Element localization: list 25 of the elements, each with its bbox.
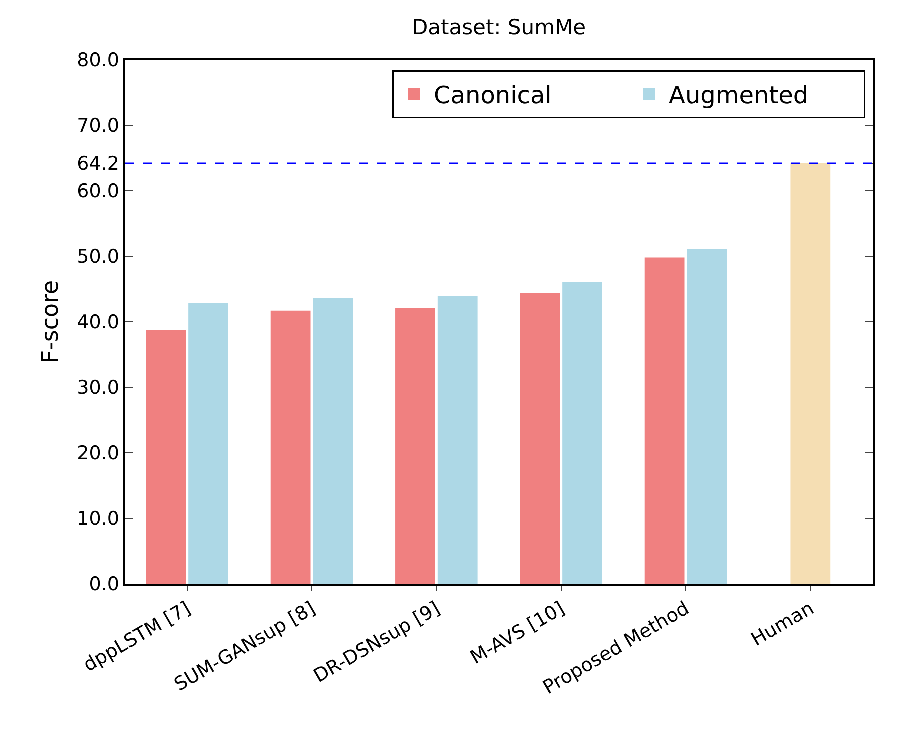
legend-label: Augmented bbox=[669, 81, 809, 110]
y-tick-label: 60.0 bbox=[77, 180, 120, 203]
bar bbox=[270, 310, 311, 584]
bar bbox=[687, 249, 728, 584]
y-tick-label: 64.2 bbox=[77, 153, 120, 176]
bar bbox=[562, 282, 602, 584]
bar bbox=[188, 303, 228, 584]
chart-title: Dataset: SumMe bbox=[412, 16, 586, 40]
bar bbox=[313, 298, 354, 584]
y-tick-label: 50.0 bbox=[77, 246, 120, 268]
y-tick-label: 0.0 bbox=[89, 574, 120, 596]
bar bbox=[438, 296, 478, 584]
legend-label: Canonical bbox=[434, 81, 552, 110]
y-tick-label: 20.0 bbox=[77, 442, 120, 465]
y-tick-label: 10.0 bbox=[77, 508, 120, 530]
bar bbox=[790, 163, 831, 584]
y-tick-label: 30.0 bbox=[77, 377, 120, 400]
bar bbox=[146, 330, 186, 584]
y-tick-label: 70.0 bbox=[77, 115, 120, 138]
bar bbox=[644, 258, 685, 584]
y-tick-label: 40.0 bbox=[77, 312, 120, 334]
bar bbox=[520, 293, 560, 584]
y-axis-title: F-score bbox=[38, 280, 64, 364]
bar bbox=[396, 308, 436, 584]
y-tick-label: 80.0 bbox=[77, 50, 120, 72]
